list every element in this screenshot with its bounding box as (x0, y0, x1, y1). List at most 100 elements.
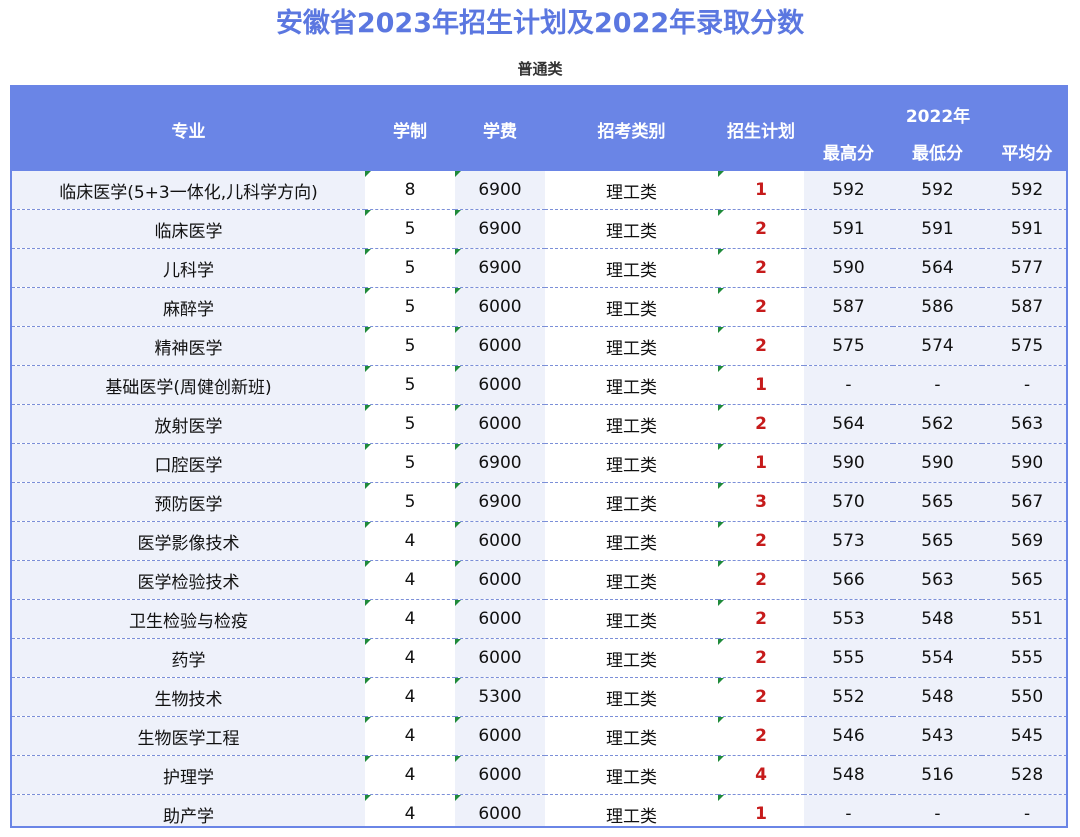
cell-major-text: 口腔医学 (154, 455, 223, 476)
cell-major-text: 基础医学(周健创新班) (105, 377, 272, 398)
cell-marker-icon (455, 795, 461, 801)
cell-marker-icon (718, 249, 724, 255)
cell-category: 理工类 (545, 560, 718, 600)
cell-category-text: 理工类 (606, 260, 657, 281)
cell-marker-icon (718, 288, 724, 294)
cell-length-text: 4 (404, 531, 416, 551)
cell-category: 理工类 (545, 638, 718, 678)
cell-avg-text: - (1023, 804, 1031, 824)
cell-length-text: 5 (404, 297, 416, 317)
cell-fee-text: 5300 (478, 687, 522, 707)
cell-plan: 2 (718, 599, 804, 639)
cell-max: 552 (804, 677, 893, 717)
cell-marker-icon (455, 639, 461, 645)
header-year: 2022年 (804, 87, 1066, 131)
cell-min: - (893, 365, 982, 405)
cell-major: 卫生检验与检疫 (12, 599, 365, 639)
cell-marker-icon (455, 210, 461, 216)
table-row: 医学检验技术 4 6000 理工类 2 566 563 565 (12, 560, 1066, 600)
cell-avg: 555 (982, 638, 1066, 678)
cell-length: 5 (365, 287, 455, 327)
cell-marker-icon (455, 444, 461, 450)
cell-major-text: 临床医学(5+3一体化,儿科学方向) (59, 182, 318, 203)
cell-marker-icon (455, 522, 461, 528)
cell-category-text: 理工类 (606, 806, 657, 827)
cell-max-text: 591 (832, 219, 865, 239)
cell-min: 516 (893, 755, 982, 795)
cell-plan: 2 (718, 638, 804, 678)
cell-max-text: - (845, 804, 852, 824)
cell-fee: 6000 (455, 638, 545, 678)
cell-max: 592 (804, 171, 893, 210)
table-row: 临床医学 5 6900 理工类 2 591 591 591 (12, 209, 1066, 249)
table-row: 口腔医学 5 6900 理工类 1 590 590 590 (12, 443, 1066, 483)
cell-max: 555 (804, 638, 893, 678)
cell-plan-text: 2 (755, 414, 767, 434)
cell-category: 理工类 (545, 716, 718, 756)
cell-fee: 6900 (455, 248, 545, 288)
cell-min: 591 (893, 209, 982, 249)
cell-avg: - (982, 365, 1066, 405)
cell-min-text: 592 (921, 180, 954, 200)
cell-plan-text: 1 (755, 804, 767, 824)
cell-marker-icon (718, 678, 724, 684)
cell-avg-text: 545 (1010, 726, 1044, 746)
cell-marker-icon (365, 717, 371, 723)
cell-avg-text: 592 (1010, 180, 1044, 200)
cell-fee: 6000 (455, 326, 545, 366)
table-row: 生物医学工程 4 6000 理工类 2 546 543 545 (12, 716, 1066, 756)
cell-major: 儿科学 (12, 248, 365, 288)
header-major: 专业 (12, 87, 365, 171)
cell-major: 麻醉学 (12, 287, 365, 327)
cell-min: 565 (893, 482, 982, 522)
header-fee: 学费 (455, 87, 545, 171)
admission-table-container: 专业 学制 学费 招考类别 招生计划 2022年 最高分 最低分 平均分 临床医… (10, 85, 1068, 828)
cell-marker-icon (455, 756, 461, 762)
cell-marker-icon (365, 483, 371, 489)
cell-length-text: 5 (404, 258, 416, 278)
cell-avg: 569 (982, 521, 1066, 561)
cell-major: 生物技术 (12, 677, 365, 717)
cell-fee-text: 6900 (478, 180, 522, 200)
cell-category: 理工类 (545, 171, 718, 210)
cell-avg-text: 563 (1010, 414, 1044, 434)
cell-avg: 545 (982, 716, 1066, 756)
cell-plan: 2 (718, 287, 804, 327)
cell-major-text: 预防医学 (154, 494, 223, 515)
cell-marker-icon (718, 171, 724, 177)
cell-marker-icon (365, 210, 371, 216)
cell-category-text: 理工类 (606, 221, 657, 242)
cell-marker-icon (455, 405, 461, 411)
cell-marker-icon (718, 366, 724, 372)
cell-avg-text: 575 (1010, 336, 1044, 356)
cell-max: 546 (804, 716, 893, 756)
cell-min-text: 554 (921, 648, 954, 668)
cell-min-text: 586 (921, 297, 954, 317)
cell-category-text: 理工类 (606, 338, 657, 359)
cell-major-text: 生物技术 (154, 689, 223, 710)
cell-marker-icon (718, 210, 724, 216)
cell-fee-text: 6000 (478, 726, 522, 746)
cell-fee-text: 6900 (478, 219, 522, 239)
cell-avg: 577 (982, 248, 1066, 288)
cell-fee-text: 6900 (478, 453, 522, 473)
cell-length: 8 (365, 171, 455, 210)
cell-category: 理工类 (545, 755, 718, 795)
cell-max: 553 (804, 599, 893, 639)
cell-marker-icon (365, 444, 371, 450)
cell-min-text: 574 (921, 336, 954, 356)
cell-fee: 6000 (455, 404, 545, 444)
cell-plan-text: 2 (755, 687, 767, 707)
cell-plan: 2 (718, 209, 804, 249)
cell-category: 理工类 (545, 404, 718, 444)
cell-marker-icon (718, 561, 724, 567)
cell-max: 590 (804, 443, 893, 483)
cell-max-text: 590 (832, 258, 865, 278)
cell-avg: 528 (982, 755, 1066, 795)
cell-fee-text: 6000 (478, 804, 522, 824)
cell-marker-icon (365, 288, 371, 294)
cell-length-text: 8 (404, 180, 416, 200)
cell-fee: 5300 (455, 677, 545, 717)
cell-max: 566 (804, 560, 893, 600)
cell-length-text: 4 (404, 609, 416, 629)
